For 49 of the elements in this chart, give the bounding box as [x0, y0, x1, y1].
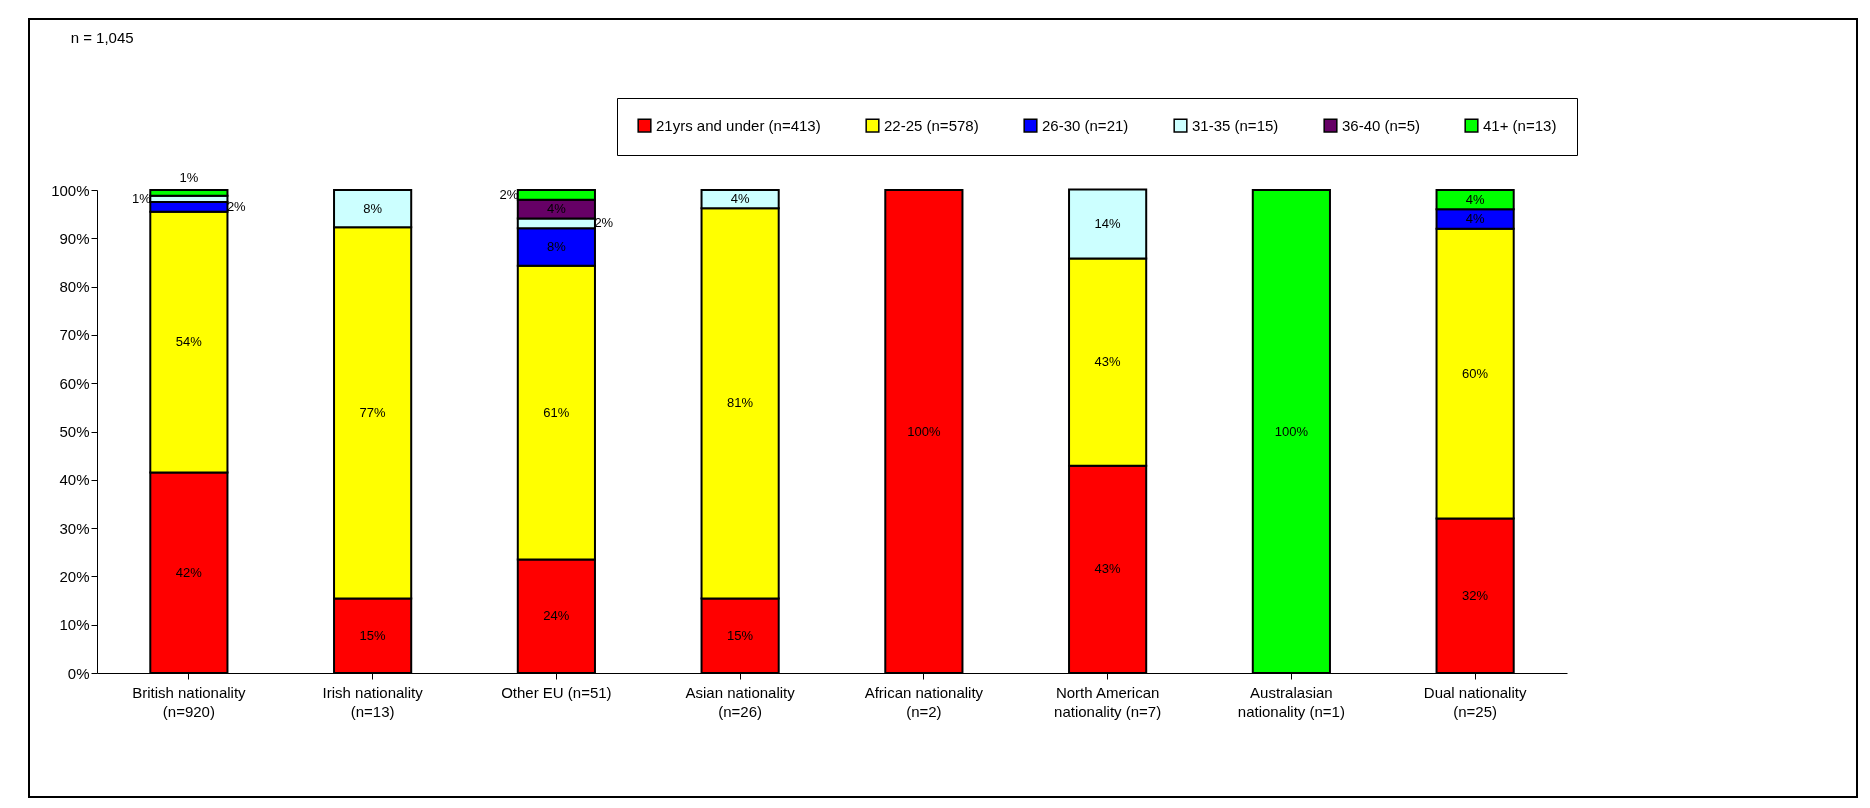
- y-tick-label: 30%: [59, 519, 90, 537]
- data-label: 54%: [175, 334, 203, 350]
- data-label: 100%: [907, 423, 941, 439]
- data-label: 8%: [546, 238, 567, 254]
- data-label: 1%: [179, 170, 199, 185]
- text: n = 1,045: [70, 28, 134, 46]
- x-tick-label: Irish nationality (n=13): [322, 683, 424, 720]
- data-label: 14%: [1094, 216, 1122, 232]
- data-label: 24%: [543, 608, 570, 624]
- data-label: 43%: [1094, 354, 1122, 370]
- legend-label: 26-30 (n=21): [1042, 116, 1129, 134]
- data-label: 77%: [359, 404, 387, 420]
- data-label: 32%: [1462, 587, 1489, 603]
- data-label: 15%: [727, 627, 754, 643]
- y-tick-label: 40%: [59, 471, 90, 489]
- data-label: 15%: [359, 627, 387, 643]
- x-tick-label: North American nationality (n=7): [1054, 683, 1162, 720]
- legend-label: 22-25 (n=578): [884, 116, 979, 134]
- legend-label: 31-35 (n=15): [1192, 116, 1279, 134]
- y-tick-label: 20%: [59, 567, 90, 585]
- y-tick-label: 80%: [59, 278, 90, 296]
- y-tick-label: 10%: [59, 616, 90, 634]
- data-label: 42%: [175, 564, 203, 580]
- y-tick-label: 70%: [59, 326, 90, 344]
- y-tick-label: 50%: [59, 423, 90, 440]
- data-label: 100%: [1274, 423, 1309, 439]
- data-label: 4%: [1465, 191, 1485, 207]
- data-label: 8%: [363, 200, 383, 216]
- x-tick-label: Australasian nationality (n=1): [1237, 683, 1345, 720]
- data-label: 60%: [1462, 365, 1489, 381]
- x-tick-label: Other EU (n=51): [501, 683, 612, 701]
- data-label: 4%: [546, 201, 567, 217]
- x-tick-label: British nationality (n=920): [132, 683, 247, 720]
- data-label: 61%: [543, 404, 570, 420]
- data-label: 4%: [1465, 210, 1485, 226]
- x-tick-label: Dual nationality (n=25): [1423, 683, 1527, 720]
- y-tick-label: 90%: [59, 229, 90, 247]
- data-label: 2%: [226, 198, 247, 214]
- data-label: 81%: [727, 395, 754, 411]
- x-tick-label: African nationality (n=2): [864, 683, 984, 720]
- legend-label: 41+ (n=13): [1483, 116, 1557, 134]
- y-tick-label: 60%: [59, 374, 90, 392]
- y-tick-label: 0%: [67, 664, 90, 682]
- y-tick-label: 100%: [51, 181, 90, 199]
- data-label: 4%: [730, 191, 750, 207]
- data-label: 43%: [1094, 561, 1122, 577]
- legend-label: 36-40 (n=5): [1342, 116, 1420, 134]
- legend-label: 21yrs and under (n=413): [656, 116, 821, 134]
- x-tick-label: Asian nationality (n=26): [685, 683, 796, 720]
